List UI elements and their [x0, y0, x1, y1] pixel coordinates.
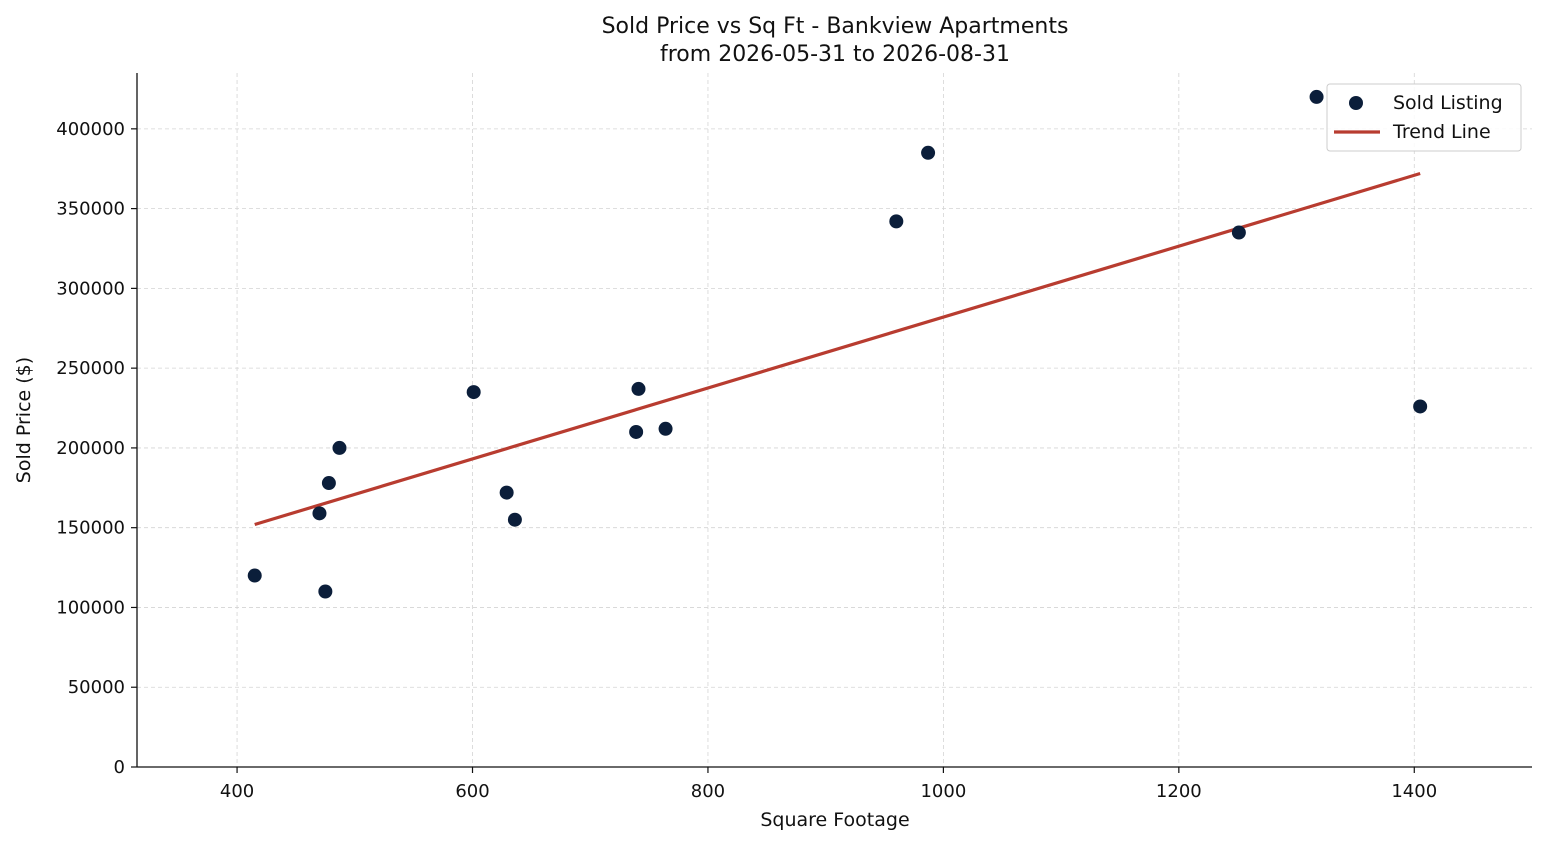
data-point — [631, 381, 646, 396]
data-point — [247, 568, 262, 583]
ticks: 400 600 800 1000 1200 1400 0 50000 100000 150000 2… — [56, 119, 1437, 802]
legend-label-trend-line: Trend Line — [1392, 121, 1491, 143]
data-point — [629, 424, 644, 439]
x-tick-label: 400 — [220, 781, 254, 802]
chart-subtitle: from 2026-05-31 to 2026-08-31 — [660, 42, 1010, 67]
data-point — [507, 512, 522, 527]
data-point — [658, 421, 673, 436]
y-tick-label: 350000 — [56, 199, 125, 220]
y-tick-label: 0 — [114, 757, 125, 778]
grid — [137, 73, 1532, 768]
x-tick-label: 600 — [455, 781, 489, 802]
data-point — [921, 145, 936, 160]
data-point — [332, 440, 347, 455]
x-tick-label: 1400 — [1391, 781, 1437, 802]
data-point — [1309, 89, 1324, 104]
y-tick-label: 300000 — [56, 278, 125, 299]
y-tick-label: 250000 — [56, 358, 125, 379]
legend-label-sold-listing: Sold Listing — [1393, 92, 1503, 114]
x-axis-title: Square Footage — [760, 809, 909, 831]
data-point — [466, 385, 481, 400]
data-point — [499, 485, 514, 500]
data-point — [1231, 225, 1246, 240]
x-tick-label: 1200 — [1156, 781, 1202, 802]
chart-title: Sold Price vs Sq Ft - Bankview Apartment… — [602, 14, 1069, 39]
legend-box — [1326, 83, 1522, 152]
axes — [136, 73, 1532, 768]
y-tick-label: 150000 — [56, 518, 125, 539]
x-tick-label: 1000 — [920, 781, 966, 802]
legend: Sold Listing Trend Line — [1326, 83, 1522, 152]
data-point — [312, 506, 327, 521]
data-point — [318, 584, 333, 599]
y-tick-label: 400000 — [56, 119, 125, 140]
trend-layer — [254, 171, 1421, 527]
y-tick-label: 100000 — [56, 597, 125, 618]
y-tick-label: 50000 — [68, 677, 125, 698]
legend-marker-sold-listing — [1349, 96, 1363, 110]
y-axis-title: Sold Price ($) — [13, 357, 35, 483]
data-point — [1413, 399, 1428, 414]
points-layer — [247, 89, 1428, 599]
data-point — [889, 214, 904, 229]
x-tick-label: 800 — [691, 781, 725, 802]
y-tick-label: 200000 — [56, 438, 125, 459]
trend-line — [254, 171, 1421, 527]
data-point — [321, 476, 336, 491]
